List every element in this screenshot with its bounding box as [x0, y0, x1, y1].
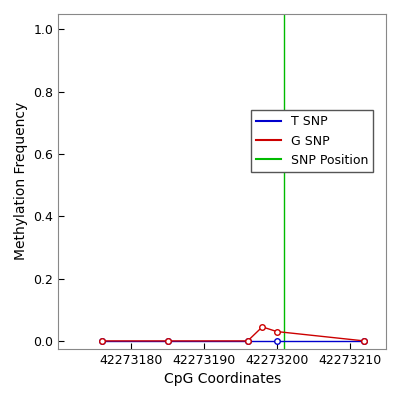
X-axis label: CpG Coordinates: CpG Coordinates: [164, 372, 281, 386]
Y-axis label: Methylation Frequency: Methylation Frequency: [14, 102, 28, 260]
Legend: T SNP, G SNP, SNP Position: T SNP, G SNP, SNP Position: [251, 110, 373, 172]
